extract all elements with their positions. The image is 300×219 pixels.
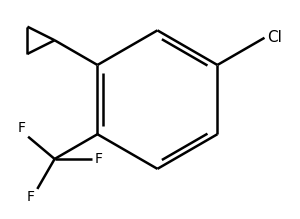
Text: F: F bbox=[94, 152, 102, 166]
Text: F: F bbox=[27, 190, 35, 204]
Text: Cl: Cl bbox=[268, 30, 282, 45]
Text: F: F bbox=[18, 122, 26, 136]
